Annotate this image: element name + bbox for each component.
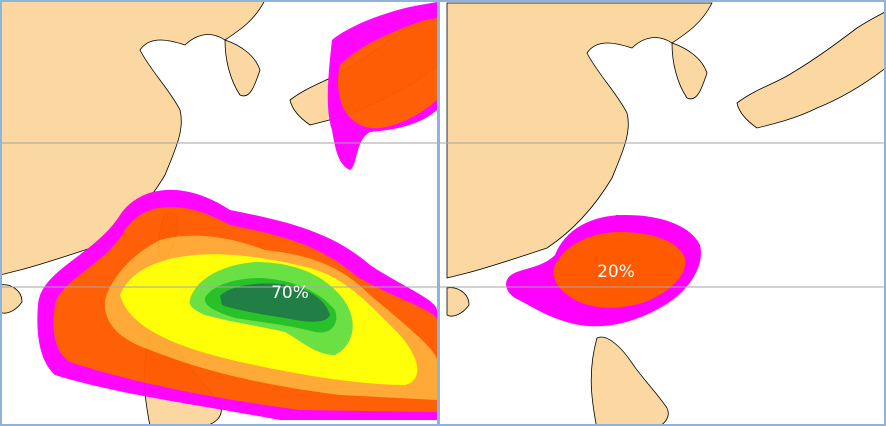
- probability-contours: [37, 2, 437, 420]
- probability-label: 70%: [271, 283, 309, 303]
- probability-contour: [553, 232, 686, 308]
- panel-border: [438, 0, 886, 426]
- left-panel: 70%: [2, 2, 437, 424]
- right-panel: 20%: [440, 2, 884, 424]
- probability-label: 20%: [597, 262, 635, 282]
